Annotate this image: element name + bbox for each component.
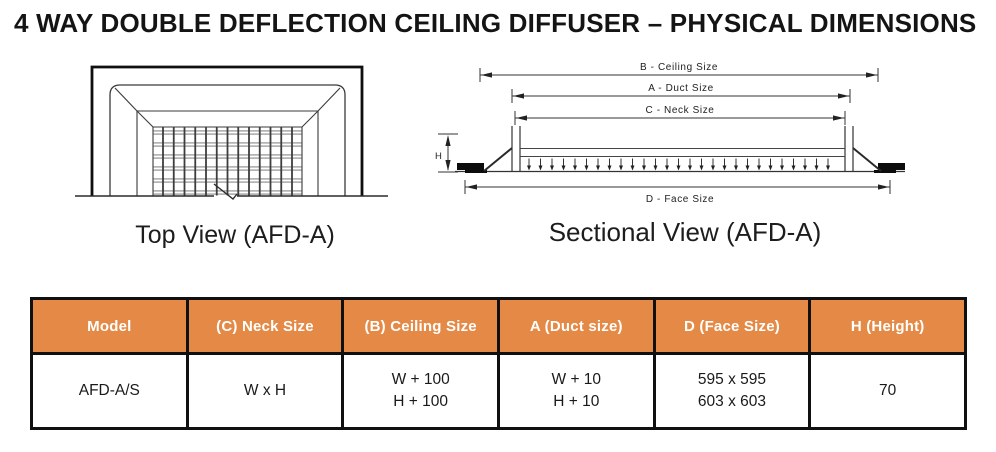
header-duct-size: A (Duct size): [496, 297, 656, 355]
dim-a-label: A - Duct Size: [648, 83, 714, 94]
cell-model: AFD-A/S: [30, 352, 189, 430]
cell-height: 70: [808, 352, 967, 430]
cell-ceiling-size: W + 100 H + 100: [341, 352, 500, 430]
header-ceiling-size: (B) Ceiling Size: [341, 297, 500, 355]
dim-a-duct-size: A - Duct Size: [512, 83, 850, 103]
inner-frame: [110, 85, 345, 196]
header-model: Model: [30, 297, 189, 355]
table-header-row: Model (C) Neck Size (B) Ceiling Size A (…: [30, 297, 967, 355]
dim-d-label: D - Face Size: [646, 194, 714, 205]
dim-b-label: B - Ceiling Size: [640, 62, 718, 73]
cell-face-size: 595 x 595 603 x 603: [652, 352, 812, 430]
sectional-view-caption: Sectional View (AFD-A): [548, 217, 822, 247]
diffuser-section-body: [455, 126, 905, 173]
dim-b-ceiling-size: B - Ceiling Size: [480, 62, 878, 82]
cell-neck-size: W x H: [185, 352, 345, 430]
outer-frame: [92, 67, 362, 196]
cone-tier-2: [137, 111, 318, 196]
sectional-view-drawing: B - Ceiling Size A - Duct Size C - Neck …: [435, 62, 905, 205]
cone-tier-1: [115, 88, 340, 196]
dim-d-face-size: D - Face Size: [465, 180, 890, 205]
header-neck-size: (C) Neck Size: [185, 297, 345, 355]
dimensions-table: Model (C) Neck Size (B) Ceiling Size A (…: [30, 297, 967, 430]
header-height: H (Height): [808, 297, 967, 355]
grille-vertical-blades: [163, 128, 292, 196]
header-face-size: D (Face Size): [652, 297, 812, 355]
ceiling-line: [75, 184, 388, 199]
cell-duct-size: W + 10 H + 10: [496, 352, 656, 430]
dim-h-height: H: [435, 134, 458, 172]
top-view-caption: Top View (AFD-A): [135, 221, 335, 249]
grille-blade-arrows: [527, 159, 830, 171]
dim-c-neck-size: C - Neck Size: [515, 105, 845, 125]
dim-h-label: H: [435, 151, 442, 162]
page-title: 4 WAY DOUBLE DEFLECTION CEILING DIFFUSER…: [14, 8, 977, 38]
table-row: AFD-A/S W x H W + 100 H + 100 W + 10 H +…: [30, 352, 967, 430]
dim-c-label: C - Neck Size: [646, 105, 715, 116]
top-view-drawing: [73, 55, 395, 205]
